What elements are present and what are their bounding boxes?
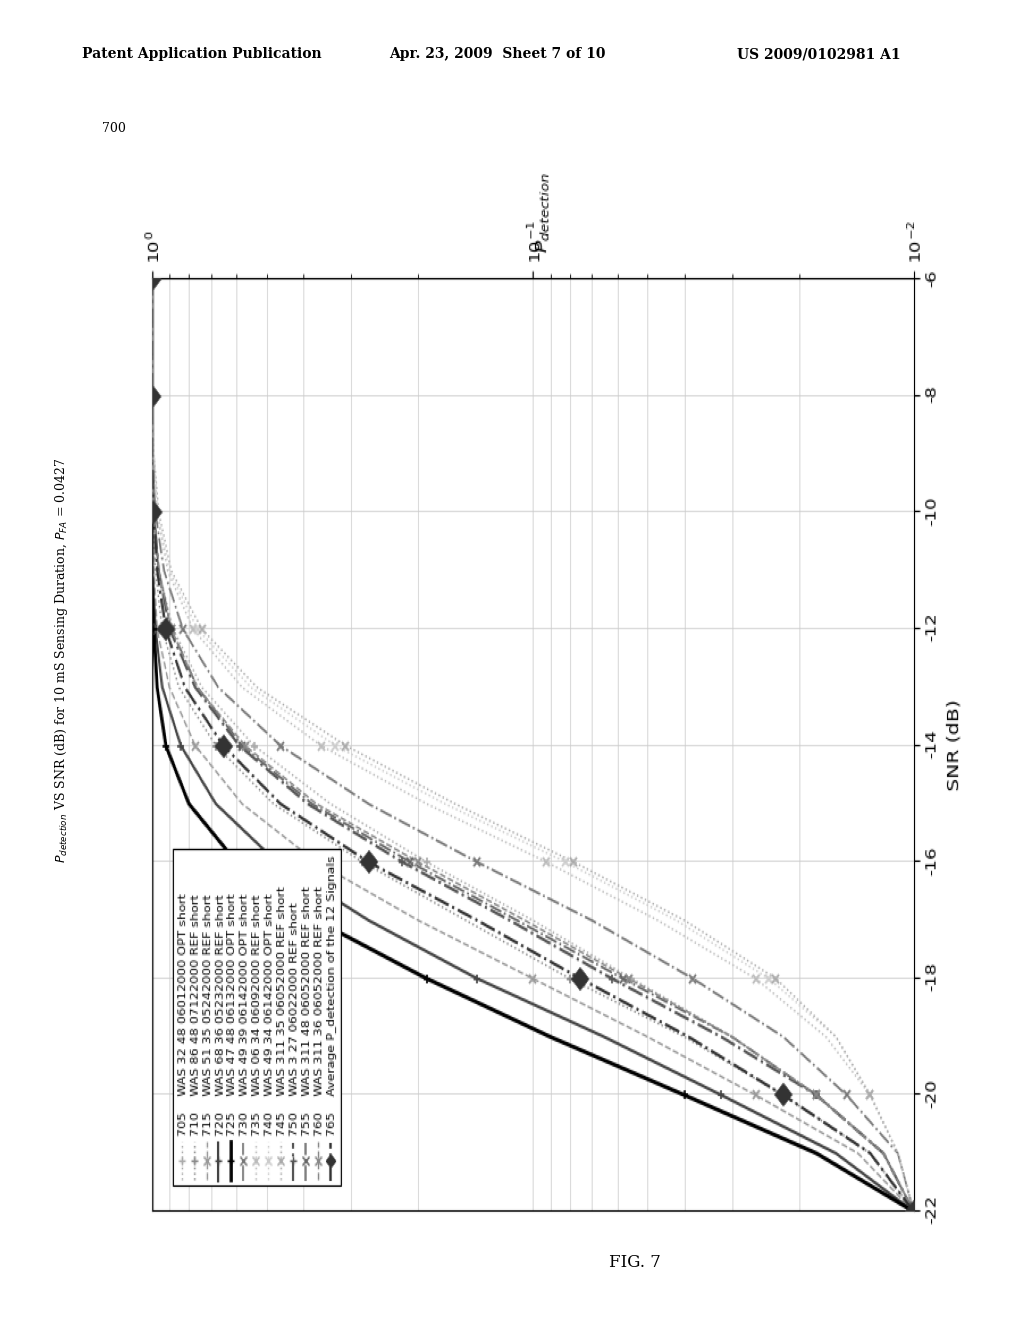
Text: 700: 700 [102, 121, 126, 135]
Text: US 2009/0102981 A1: US 2009/0102981 A1 [737, 48, 901, 61]
Text: Apr. 23, 2009  Sheet 7 of 10: Apr. 23, 2009 Sheet 7 of 10 [389, 48, 605, 61]
Text: $P_{detection}$ VS SNR (dB) for 10 mS Sensing Duration, $P_{FA}$ = 0.0427: $P_{detection}$ VS SNR (dB) for 10 mS Se… [53, 457, 70, 863]
Text: Patent Application Publication: Patent Application Publication [82, 48, 322, 61]
Text: FIG. 7: FIG. 7 [609, 1254, 660, 1271]
